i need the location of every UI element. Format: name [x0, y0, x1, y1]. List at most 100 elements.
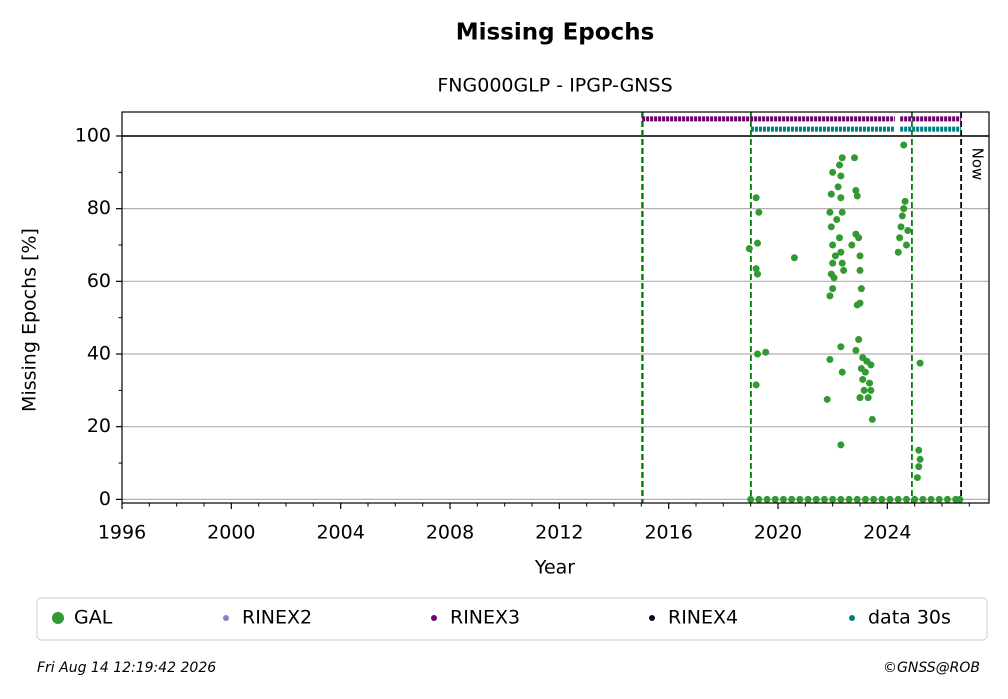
- data-point: [900, 205, 908, 213]
- data-point: [779, 495, 787, 503]
- data-point: [829, 168, 837, 176]
- data-point: [820, 495, 828, 503]
- y-tick-label: 60: [87, 270, 111, 292]
- data-point: [868, 415, 876, 423]
- footer-date: Fri Aug 14 12:19:42 2026: [37, 660, 216, 676]
- x-tick-label: 2024: [863, 522, 911, 544]
- data-point: [771, 495, 779, 503]
- legend-marker: [223, 615, 229, 621]
- x-tick-label: 1996: [98, 522, 146, 544]
- x-tick-label: 2000: [207, 522, 255, 544]
- data-point: [753, 270, 761, 278]
- data-point: [835, 234, 843, 242]
- data-point: [857, 285, 865, 293]
- data-point: [790, 254, 798, 262]
- data-point: [902, 495, 910, 503]
- data-point: [901, 197, 909, 205]
- data-point: [855, 234, 863, 242]
- plot-frame: [121, 111, 990, 504]
- data-point: [829, 285, 837, 293]
- data-point: [838, 259, 846, 267]
- data-point: [916, 455, 924, 463]
- data-point: [896, 234, 904, 242]
- data-point: [837, 441, 845, 449]
- data-point: [852, 346, 860, 354]
- data-point: [830, 274, 838, 282]
- data-point: [864, 394, 872, 402]
- data-point: [755, 495, 763, 503]
- data-point: [898, 212, 906, 220]
- footer-copyright: ©GNSS@ROB: [883, 660, 980, 676]
- data-point: [837, 172, 845, 180]
- legend-marker: [849, 615, 855, 621]
- data-point: [911, 495, 919, 503]
- data-point: [870, 495, 878, 503]
- data-point: [838, 154, 846, 162]
- data-point: [866, 379, 874, 387]
- data-point: [853, 192, 861, 200]
- data-point: [838, 208, 846, 216]
- data-point: [860, 386, 868, 394]
- x-tick-label: 2008: [426, 522, 474, 544]
- data-point: [762, 348, 770, 356]
- data-point: [853, 301, 861, 309]
- y-tick-label: 80: [87, 197, 111, 219]
- data-point: [861, 368, 869, 376]
- data-point: [852, 186, 860, 194]
- data-point: [804, 495, 812, 503]
- data-point: [752, 265, 760, 273]
- data-point: [835, 161, 843, 169]
- data-point: [856, 394, 864, 402]
- legend-marker: [649, 615, 655, 621]
- data-point: [867, 361, 875, 369]
- event-label: Now: [969, 148, 987, 181]
- data-point: [855, 335, 863, 343]
- x-tick-label: 2016: [644, 522, 692, 544]
- data-point: [894, 248, 902, 256]
- legend-marker: [52, 612, 64, 624]
- data-point: [859, 375, 867, 383]
- data-point: [788, 495, 796, 503]
- data-point: [812, 495, 820, 503]
- data-point: [826, 208, 834, 216]
- data-point: [897, 223, 905, 231]
- data-point: [867, 386, 875, 394]
- data-point: [826, 355, 834, 363]
- data-point: [943, 495, 951, 503]
- data-point: [915, 463, 923, 471]
- y-tick-label: 40: [87, 343, 111, 365]
- data-point: [856, 252, 864, 260]
- x-tick-label: 2012: [535, 522, 583, 544]
- data-point: [747, 495, 755, 503]
- data-point: [827, 190, 835, 198]
- data-point: [827, 223, 835, 231]
- data-point: [861, 495, 869, 503]
- data-point: [829, 495, 837, 503]
- data-point: [745, 245, 753, 253]
- data-point: [878, 495, 886, 503]
- data-point: [956, 495, 964, 503]
- data-point: [853, 495, 861, 503]
- data-point: [902, 241, 910, 249]
- chart-title: Missing Epochs: [456, 20, 655, 46]
- data-point: [753, 350, 761, 358]
- data-point: [753, 239, 761, 247]
- data-point: [913, 474, 921, 482]
- x-tick-label: 2004: [316, 522, 364, 544]
- data-point: [826, 292, 834, 300]
- data-point: [823, 395, 831, 403]
- data-point: [845, 495, 853, 503]
- data-point: [838, 368, 846, 376]
- y-tick-label: 0: [99, 488, 111, 510]
- data-point: [856, 266, 864, 274]
- data-point: [829, 259, 837, 267]
- data-point: [840, 266, 848, 274]
- legend-label: RINEX4: [668, 607, 738, 629]
- data-point: [837, 248, 845, 256]
- data-point: [752, 194, 760, 202]
- legend-marker: [431, 615, 437, 621]
- data-point: [915, 446, 923, 454]
- data-point: [833, 216, 841, 224]
- legend-label: RINEX3: [450, 607, 520, 629]
